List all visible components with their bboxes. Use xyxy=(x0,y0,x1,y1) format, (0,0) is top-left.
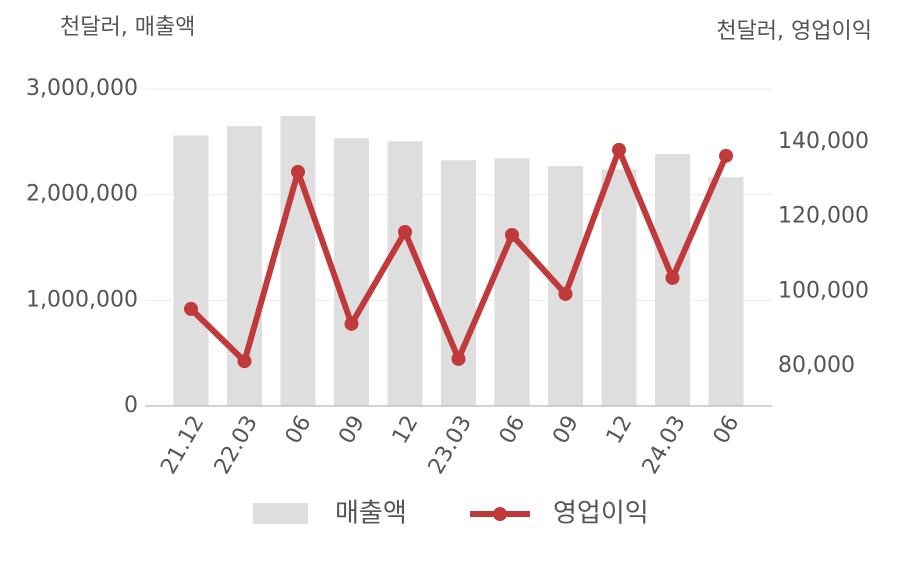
x-tick-label: 21.12 xyxy=(156,412,209,479)
bar xyxy=(280,115,316,406)
y-tick-label: 1,000,000 xyxy=(26,287,138,312)
y-tick-label: 3,000,000 xyxy=(26,76,138,101)
legend-swatch xyxy=(493,507,507,521)
bar xyxy=(708,177,744,406)
y2-tick-label: 100,000 xyxy=(778,278,869,303)
line-point xyxy=(291,164,305,179)
y2-tick-label: 140,000 xyxy=(778,129,869,154)
y-axis-label: 천달러, 매출액 xyxy=(60,15,195,40)
x-tick-label: 06 xyxy=(709,412,745,449)
x-tick-label: 09 xyxy=(334,412,370,449)
bar xyxy=(441,160,476,406)
line-point xyxy=(184,301,198,316)
x-tick-label: 22.03 xyxy=(210,412,263,479)
x-tick-label: 12 xyxy=(388,412,424,449)
line-point xyxy=(558,286,573,301)
line-point xyxy=(344,316,359,331)
x-tick-label: 23.03 xyxy=(424,412,477,479)
y2-axis-label: 천달러, 영업이익 xyxy=(716,19,872,44)
bar xyxy=(173,135,209,406)
line-point xyxy=(398,225,412,240)
y2-tick-label: 120,000 xyxy=(778,204,869,229)
bar xyxy=(334,138,369,406)
line-point xyxy=(665,270,680,285)
line-point xyxy=(719,148,733,163)
bar xyxy=(387,141,423,406)
legend-label: 영업이익 xyxy=(553,499,649,529)
bar xyxy=(494,158,530,406)
legend-label: 매출액 xyxy=(335,499,407,529)
bar xyxy=(601,169,637,406)
x-tick-label: 12 xyxy=(602,412,638,449)
x-tick-label: 24.03 xyxy=(638,412,691,479)
x-tick-label: 06 xyxy=(281,412,317,449)
line-point xyxy=(451,351,466,366)
x-tick-label: 06 xyxy=(495,412,531,449)
x-tick-label: 09 xyxy=(548,412,584,449)
line-point xyxy=(237,354,252,369)
line-point xyxy=(505,227,519,242)
legend-swatch xyxy=(253,503,308,524)
y-tick-label: 2,000,000 xyxy=(26,182,138,207)
line-point xyxy=(612,142,626,157)
y-tick-label: 0 xyxy=(124,393,138,418)
y2-tick-label: 80,000 xyxy=(778,353,855,378)
